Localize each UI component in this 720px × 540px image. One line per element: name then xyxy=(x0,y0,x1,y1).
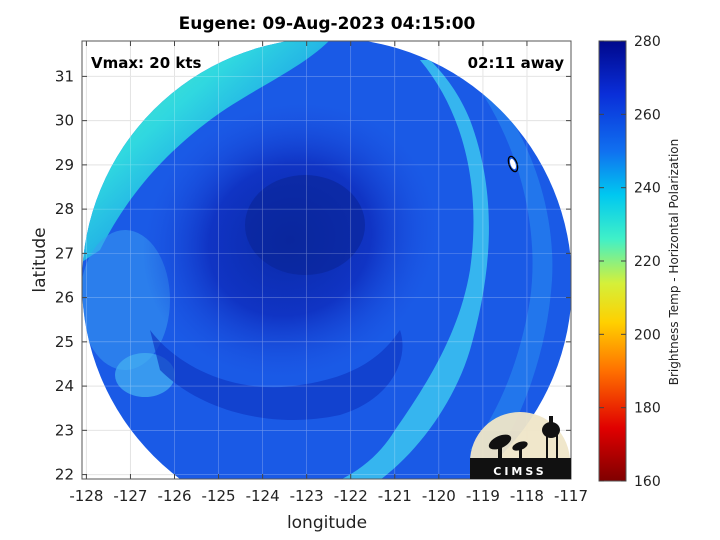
x-axis-ticks: -128 -127 -126 -125 -124 -123 -122 -121 -120 -119… xyxy=(69,41,588,505)
x-tick-label: -121 xyxy=(378,487,412,505)
brightness-temperature-field xyxy=(82,41,571,479)
colorbar-label: Brightness Temp - Horizontal Polarizatio… xyxy=(667,139,681,386)
x-tick-label: -119 xyxy=(466,487,500,505)
x-tick-label: -123 xyxy=(290,487,324,505)
away-annotation: 02:11 away xyxy=(468,54,565,72)
cimss-logo: CIMSS xyxy=(470,412,571,479)
y-tick-label: 31 xyxy=(55,67,74,85)
colorbar-tick-label: 240 xyxy=(634,181,661,197)
east-outer-band xyxy=(470,90,553,450)
y-tick-label: 25 xyxy=(55,333,74,351)
y-axis-label: latitude xyxy=(30,227,50,292)
x-tick-label: -127 xyxy=(113,487,147,505)
cold-core-inner xyxy=(245,175,365,275)
y-tick-label: 30 xyxy=(55,112,74,130)
x-tick-label: -122 xyxy=(334,487,368,505)
colorbar-tick-label: 160 xyxy=(634,474,661,490)
y-tick-label: 23 xyxy=(55,421,74,439)
colorbar-tick-label: 200 xyxy=(634,327,661,343)
x-axis-label: longitude xyxy=(287,513,367,533)
y-tick-label: 28 xyxy=(55,200,74,218)
grid-overlay xyxy=(82,41,572,479)
x-tick-label: -128 xyxy=(69,487,103,505)
colorbar-ticks: 160 180 200 220 240 260 280 xyxy=(599,34,661,490)
y-tick-label: 26 xyxy=(55,289,74,307)
south-spiral-arm xyxy=(150,330,403,420)
cimss-logo-text: CIMSS xyxy=(493,465,546,478)
x-tick-label: -126 xyxy=(157,487,191,505)
x-tick-label: -124 xyxy=(246,487,280,505)
east-curved-band xyxy=(340,60,489,479)
y-tick-label: 29 xyxy=(55,156,74,174)
y-tick-label: 24 xyxy=(55,377,74,395)
colorbar-tick-label: 280 xyxy=(634,34,661,50)
colorbar-tick-label: 220 xyxy=(634,254,661,270)
y-axis-ticks: 22 23 24 25 26 27 28 29 30 31 xyxy=(55,67,571,484)
x-tick-label: -120 xyxy=(422,487,456,505)
x-tick-label: -117 xyxy=(554,487,588,505)
y-tick-label: 22 xyxy=(55,466,74,484)
x-tick-label: -118 xyxy=(510,487,544,505)
colorbar-tick-label: 180 xyxy=(634,401,661,417)
vmax-annotation: Vmax: 20 kts xyxy=(91,54,201,72)
plot-frame xyxy=(81,40,572,480)
y-tick-label: 27 xyxy=(55,244,74,262)
chart-title: Eugene: 09-Aug-2023 04:15:00 xyxy=(179,14,476,34)
colorbar-tick-label: 260 xyxy=(634,107,661,123)
x-tick-label: -125 xyxy=(202,487,236,505)
small-contour xyxy=(507,155,519,173)
small-contour-fill xyxy=(509,158,517,170)
